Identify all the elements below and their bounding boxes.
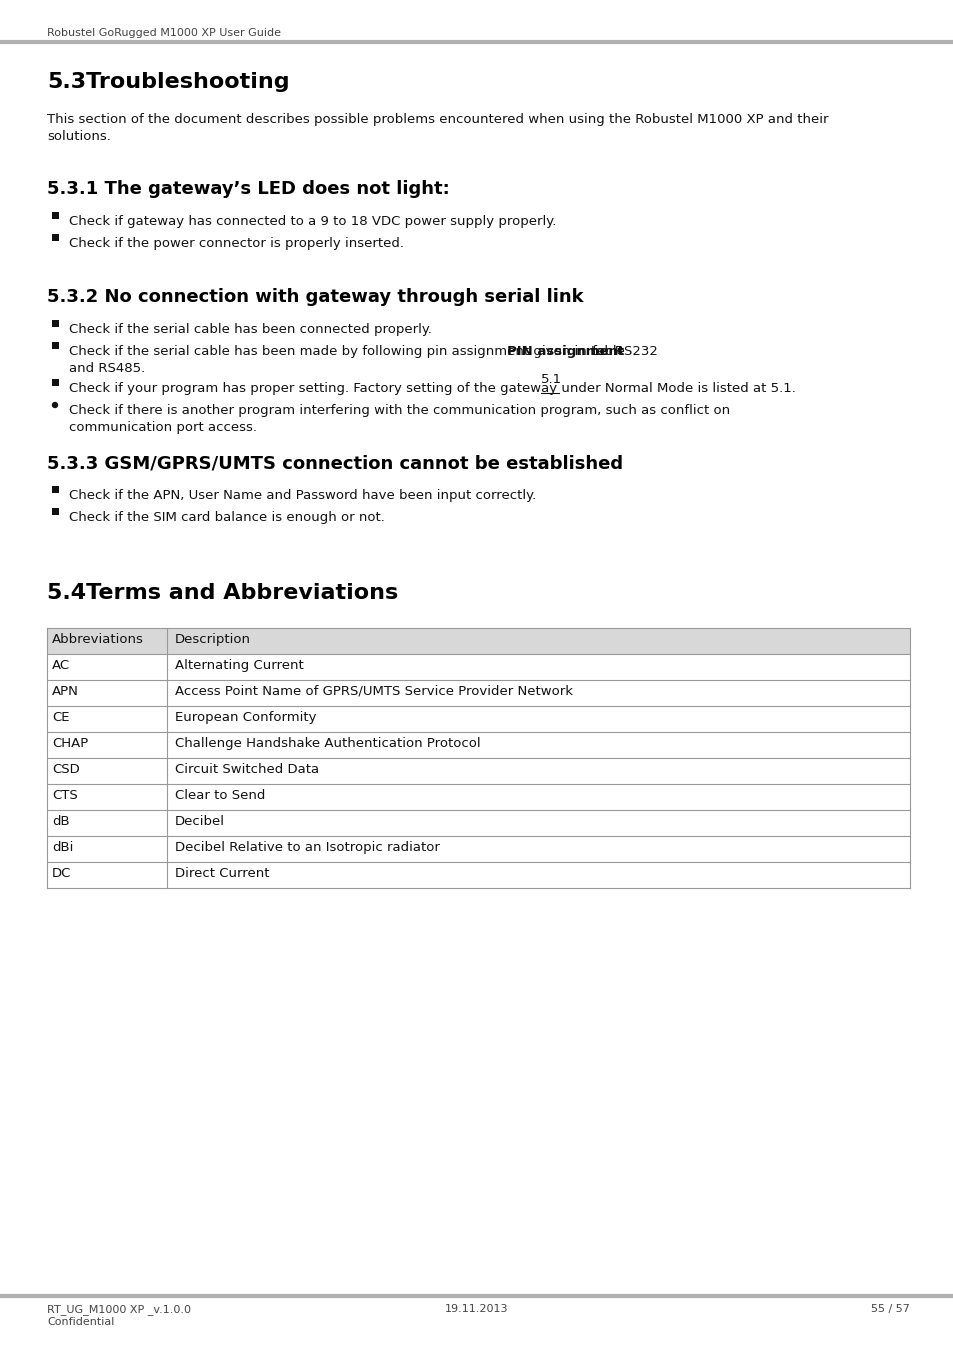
Bar xyxy=(52,379,59,386)
Bar xyxy=(47,628,909,653)
Text: Direct Current: Direct Current xyxy=(174,867,269,880)
Text: 5.4Terms and Abbreviations: 5.4Terms and Abbreviations xyxy=(47,583,397,603)
Text: Description: Description xyxy=(174,633,251,647)
Text: Check if there is another program interfering with the communication program, su: Check if there is another program interf… xyxy=(69,404,729,417)
Bar xyxy=(52,234,59,242)
Text: Circuit Switched Data: Circuit Switched Data xyxy=(174,763,319,776)
Text: DC: DC xyxy=(52,867,71,880)
Text: RT_UG_M1000 XP _v.1.0.0: RT_UG_M1000 XP _v.1.0.0 xyxy=(47,1304,191,1315)
Text: Alternating Current: Alternating Current xyxy=(174,659,303,672)
Text: Check if the APN, User Name and Password have been input correctly.: Check if the APN, User Name and Password… xyxy=(69,489,536,502)
Text: 5.3.1 The gateway’s LED does not light:: 5.3.1 The gateway’s LED does not light: xyxy=(47,180,449,198)
Text: Abbreviations: Abbreviations xyxy=(52,633,144,647)
Text: Robustel GoRugged M1000 XP User Guide: Robustel GoRugged M1000 XP User Guide xyxy=(47,28,281,38)
Text: Challenge Handshake Authentication Protocol: Challenge Handshake Authentication Proto… xyxy=(174,737,480,751)
Circle shape xyxy=(52,402,57,408)
Text: 19.11.2013: 19.11.2013 xyxy=(445,1304,508,1314)
Bar xyxy=(52,212,59,219)
Text: Check if the serial cable has been made by following pin assignment given in tab: Check if the serial cable has been made … xyxy=(69,346,628,358)
Text: AC: AC xyxy=(52,659,71,672)
Text: solutions.: solutions. xyxy=(47,130,111,143)
Text: Check if the power connector is properly inserted.: Check if the power connector is properly… xyxy=(69,238,403,250)
Text: 55 / 57: 55 / 57 xyxy=(870,1304,909,1314)
Text: This section of the document describes possible problems encountered when using : This section of the document describes p… xyxy=(47,113,827,126)
Bar xyxy=(52,508,59,514)
Text: CTS: CTS xyxy=(52,788,77,802)
Text: Decibel: Decibel xyxy=(174,815,225,828)
Text: Check if your program has proper setting. Factory setting of the gateway under N: Check if your program has proper setting… xyxy=(69,382,795,396)
Text: Check if gateway has connected to a 9 to 18 VDC power supply properly.: Check if gateway has connected to a 9 to… xyxy=(69,215,556,228)
Text: for RS232: for RS232 xyxy=(587,346,657,358)
Text: PIN assignment: PIN assignment xyxy=(507,346,623,358)
Text: CSD: CSD xyxy=(52,763,80,776)
Text: dB: dB xyxy=(52,815,70,828)
Bar xyxy=(52,342,59,350)
Text: Check if the serial cable has been connected properly.: Check if the serial cable has been conne… xyxy=(69,323,432,336)
Text: Check if the SIM card balance is enough or not.: Check if the SIM card balance is enough … xyxy=(69,512,384,524)
Text: Access Point Name of GPRS/UMTS Service Provider Network: Access Point Name of GPRS/UMTS Service P… xyxy=(174,684,573,698)
Text: 5.3.3 GSM/GPRS/UMTS connection cannot be established: 5.3.3 GSM/GPRS/UMTS connection cannot be… xyxy=(47,454,622,472)
Bar xyxy=(52,486,59,493)
Text: Confidential: Confidential xyxy=(47,1318,114,1327)
Text: dBi: dBi xyxy=(52,841,73,855)
Text: Decibel Relative to an Isotropic radiator: Decibel Relative to an Isotropic radiato… xyxy=(174,841,439,855)
Text: 5.3Troubleshooting: 5.3Troubleshooting xyxy=(47,72,290,92)
Text: European Conformity: European Conformity xyxy=(174,711,316,724)
Text: Clear to Send: Clear to Send xyxy=(174,788,265,802)
Text: CE: CE xyxy=(52,711,70,724)
Text: 5.1: 5.1 xyxy=(540,373,561,386)
Bar xyxy=(52,320,59,327)
Text: CHAP: CHAP xyxy=(52,737,89,751)
Text: and RS485.: and RS485. xyxy=(69,362,145,375)
Text: communication port access.: communication port access. xyxy=(69,421,256,433)
Text: APN: APN xyxy=(52,684,79,698)
Text: 5.3.2 No connection with gateway through serial link: 5.3.2 No connection with gateway through… xyxy=(47,288,583,306)
